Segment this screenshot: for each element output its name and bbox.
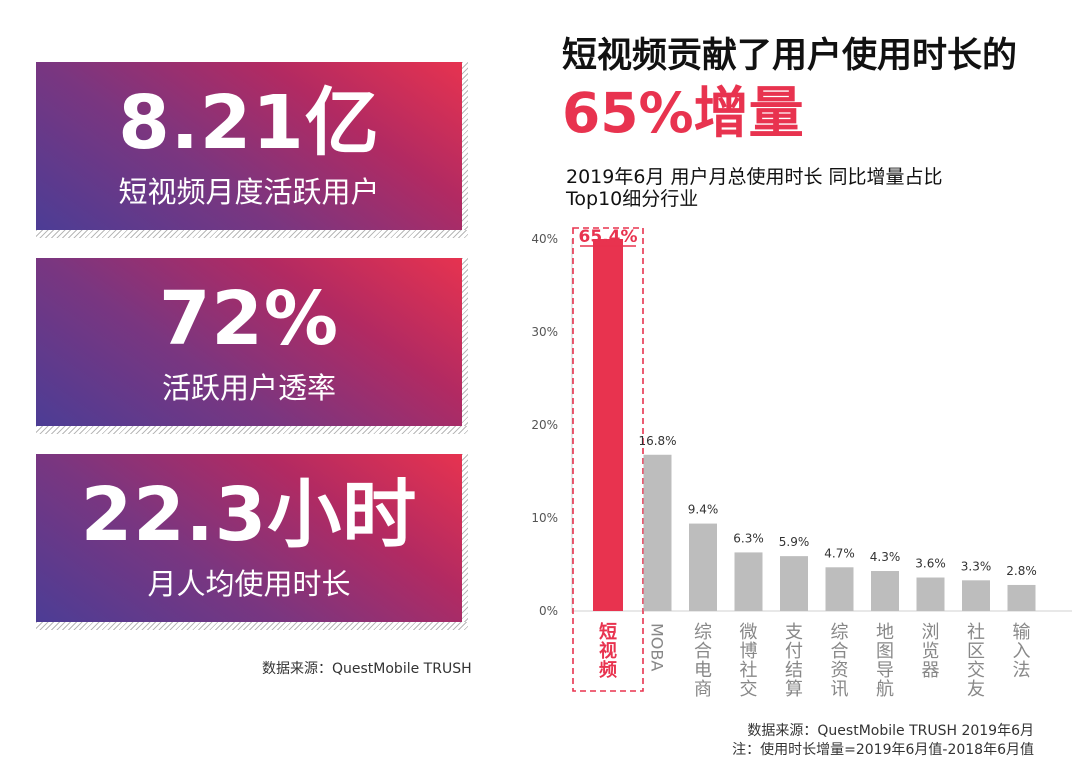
- card-bottom-shadow: [36, 622, 468, 630]
- x-tick-label: 电: [694, 660, 712, 681]
- data-label: 6.3%: [733, 531, 764, 545]
- x-tick-label: 浏: [922, 622, 940, 643]
- footnote-note: 注：使用时长增量=2019年6月值-2018年6月值: [732, 742, 1034, 758]
- bar-chart: 0%10%20%30%40% 65.4%短视频16.8%MOBA9.4%综合电商6…: [531, 227, 1072, 700]
- x-tick-label: 览: [922, 641, 940, 662]
- card-bottom-shadow: [36, 426, 468, 434]
- bar: [780, 556, 808, 611]
- highlight-box: [572, 227, 644, 692]
- x-tick-label: 合: [694, 641, 712, 662]
- x-tick-label: 社: [740, 660, 758, 681]
- chart-title: 2019年6月 用户月总使用时长 同比增量占比 Top10细分行业: [566, 166, 943, 210]
- stat-card-usage-time: 22.3小时 月人均使用时长: [36, 454, 468, 630]
- x-tick-label: 频: [599, 659, 617, 681]
- chart-title-line2: Top10细分行业: [566, 188, 699, 210]
- x-tick-label: 资: [831, 660, 849, 681]
- data-label: 65.4%: [579, 227, 638, 247]
- bar: [962, 580, 990, 611]
- bar: [1007, 584, 1036, 611]
- stat-label-mau: 短视频月度活跃用户: [118, 175, 380, 209]
- x-tick-label: MOBA: [648, 623, 667, 671]
- stat-label-penetration: 活跃用户透率: [161, 371, 336, 405]
- stat-card-mau: 8.21亿 短视频月度活跃用户: [36, 62, 468, 238]
- x-tick-label: 博: [740, 641, 758, 662]
- x-tick-label: 短: [599, 621, 617, 643]
- x-tick-label: 综: [694, 622, 712, 643]
- bar: [734, 552, 763, 611]
- x-tick-label: 友: [967, 679, 985, 700]
- card-side-shadow: [462, 62, 468, 238]
- bar: [871, 571, 899, 611]
- y-tick-label: 30%: [531, 325, 558, 339]
- x-tick-label: 区: [967, 641, 985, 662]
- bar: [825, 567, 854, 611]
- data-label: 2.8%: [1006, 564, 1037, 578]
- x-tick-label: 交: [967, 660, 985, 681]
- card-bottom-shadow: [36, 230, 468, 238]
- x-tick-label: 交: [740, 679, 758, 700]
- x-tick-label: 合: [831, 641, 849, 662]
- x-tick-label: 综: [831, 622, 849, 643]
- y-tick-label: 10%: [531, 511, 558, 525]
- stat-card-penetration: 72% 活跃用户透率: [36, 258, 468, 434]
- x-tick-label: 支: [785, 622, 803, 643]
- x-tick-label: 器: [922, 660, 940, 681]
- footnote: 数据来源：QuestMobile TRUSH 2019年6月 注：使用时长增量=…: [732, 722, 1034, 760]
- x-tick-label: 输: [1013, 622, 1031, 643]
- data-label: 3.6%: [915, 557, 946, 571]
- y-tick-label: 0%: [539, 604, 558, 618]
- x-tick-label: 商: [694, 679, 712, 700]
- data-label: 3.3%: [961, 559, 992, 573]
- bar: [916, 577, 945, 611]
- y-tick-label: 20%: [531, 418, 558, 432]
- card-side-shadow: [462, 258, 468, 434]
- data-label: 4.3%: [870, 550, 901, 564]
- stat-value-penetration: 72%: [158, 276, 340, 362]
- x-tick-label: 结: [785, 660, 803, 681]
- bar: [593, 239, 623, 611]
- chart-title-line1: 2019年6月 用户月总使用时长 同比增量占比: [566, 166, 943, 188]
- x-tick-label: 讯: [831, 679, 849, 700]
- y-tick-label: 40%: [531, 232, 558, 246]
- stat-value-usage-time: 22.3小时: [80, 472, 418, 558]
- x-tick-label: 法: [1013, 660, 1031, 681]
- headline-accent: 65%增量: [562, 81, 804, 145]
- x-tick-label: 图: [876, 641, 894, 662]
- stat-value-mau: 8.21亿: [118, 80, 380, 166]
- footnote-source: 数据来源：QuestMobile TRUSH 2019年6月: [747, 723, 1034, 739]
- x-tick-label: 微: [740, 622, 758, 643]
- headline: 短视频贡献了用户使用时长的: [562, 36, 1018, 76]
- x-tick-label: 社: [967, 622, 985, 643]
- data-label: 16.8%: [638, 434, 676, 448]
- left-data-source: 数据来源：QuestMobile TRUSH: [262, 661, 472, 677]
- x-tick-label: 导: [876, 660, 894, 681]
- bar: [689, 523, 717, 611]
- x-tick-label: 视: [599, 640, 617, 662]
- data-label: 5.9%: [779, 535, 810, 549]
- card-side-shadow: [462, 454, 468, 630]
- x-tick-label: 付: [785, 641, 803, 662]
- bar: [643, 454, 672, 611]
- data-label: 9.4%: [688, 503, 719, 517]
- x-tick-label: 入: [1013, 641, 1031, 662]
- x-tick-label: 算: [785, 679, 803, 700]
- x-tick-label: 地: [876, 622, 894, 643]
- x-tick-label: 航: [876, 679, 894, 700]
- data-label: 4.7%: [824, 546, 855, 560]
- stat-label-usage-time: 月人均使用时长: [147, 567, 351, 601]
